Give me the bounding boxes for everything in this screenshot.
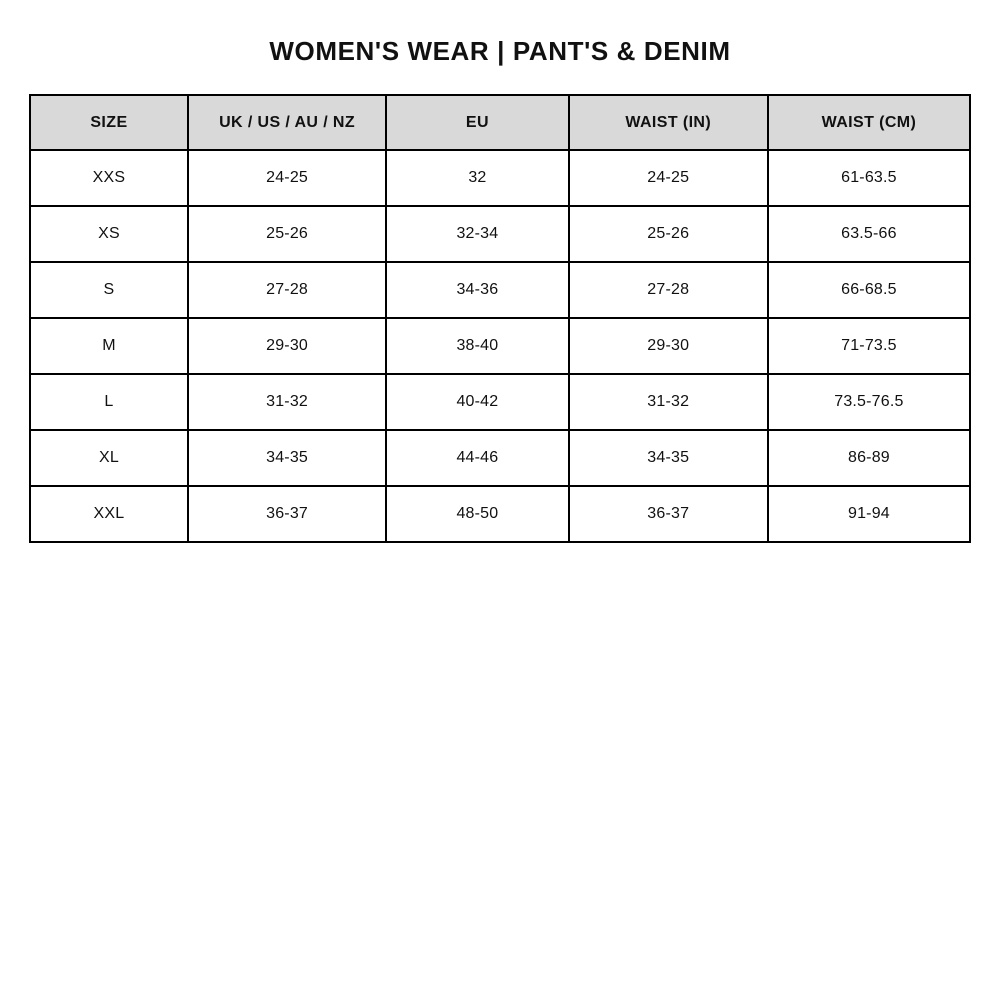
table-cell: XXL [29, 485, 189, 543]
table-cell: 34-35 [567, 429, 769, 487]
table-cell: 32-34 [385, 205, 570, 263]
table-body: XXS 24-25 32 24-25 61-63.5 XS 25-26 32-34 25-26 6… [29, 149, 972, 543]
table-row: XS 25-26 32-34 25-26 63.5-66 [29, 205, 972, 263]
table-cell: XL [29, 429, 189, 487]
table-row: XXS 24-25 32 24-25 61-63.5 [29, 149, 972, 207]
table-cell: 29-30 [567, 317, 769, 375]
table-cell: 24-25 [186, 149, 388, 207]
table-row: S 27-28 34-36 27-28 66-68.5 [29, 261, 972, 319]
table-cell: 25-26 [186, 205, 388, 263]
table-cell: S [29, 261, 189, 319]
table-cell: 73.5-76.5 [766, 373, 972, 431]
table-header-cell: SIZE [29, 94, 189, 151]
table-cell: 86-89 [766, 429, 972, 487]
table-cell: 61-63.5 [766, 149, 972, 207]
table-cell: 31-32 [186, 373, 388, 431]
table-cell: 40-42 [385, 373, 570, 431]
table-cell: 71-73.5 [766, 317, 972, 375]
table-cell: 32 [385, 149, 570, 207]
table-cell: 36-37 [567, 485, 769, 543]
table-cell: 36-37 [186, 485, 388, 543]
table-cell: 34-35 [186, 429, 388, 487]
table-cell: XS [29, 205, 189, 263]
table-header-cell: EU [385, 94, 570, 151]
table-row: XL 34-35 44-46 34-35 86-89 [29, 429, 972, 487]
table-cell: 48-50 [385, 485, 570, 543]
table-header-cell: UK / US / AU / NZ [186, 94, 388, 151]
table-row: M 29-30 38-40 29-30 71-73.5 [29, 317, 972, 375]
table-cell: 34-36 [385, 261, 570, 319]
table-cell: 44-46 [385, 429, 570, 487]
table-header-cell: WAIST (CM) [766, 94, 972, 151]
table-cell: 66-68.5 [766, 261, 972, 319]
page-title: WOMEN'S WEAR | PANT'S & DENIM [269, 36, 731, 66]
table-cell: 63.5-66 [766, 205, 972, 263]
table-row: L 31-32 40-42 31-32 73.5-76.5 [29, 373, 972, 431]
table-row: XXL 36-37 48-50 36-37 91-94 [29, 485, 972, 543]
table-cell: 27-28 [567, 261, 769, 319]
table-cell: 24-25 [567, 149, 769, 207]
table-cell: M [29, 317, 189, 375]
size-chart-table: SIZE UK / US / AU / NZ EU WAIST (IN) WAIST (… [29, 94, 972, 543]
table-header-cell: WAIST (IN) [567, 94, 769, 151]
table-cell: 38-40 [385, 317, 570, 375]
table-cell: XXS [29, 149, 189, 207]
table-cell: L [29, 373, 189, 431]
table-header-row: SIZE UK / US / AU / NZ EU WAIST (IN) WAIST (… [29, 94, 972, 151]
table-cell: 29-30 [186, 317, 388, 375]
table-cell: 91-94 [766, 485, 972, 543]
table-cell: 31-32 [567, 373, 769, 431]
table-cell: 25-26 [567, 205, 769, 263]
table-cell: 27-28 [186, 261, 388, 319]
